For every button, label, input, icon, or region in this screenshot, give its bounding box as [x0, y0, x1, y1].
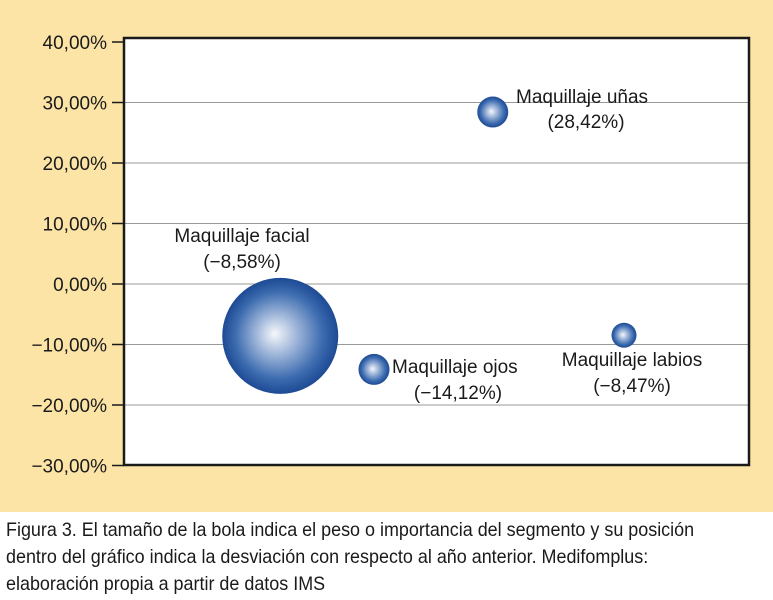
bubble-maquillaje-labios	[611, 322, 637, 348]
y-tick-label: −30,00%	[31, 457, 107, 478]
bubble-name-label: Maquillaje uñas	[516, 87, 648, 108]
bubble-value-label: (−8,47%)	[593, 376, 671, 397]
bubble-value-label: (−14,12%)	[414, 383, 502, 404]
bubble-name-label: Maquillaje facial	[174, 226, 309, 247]
bubble-name-label: Maquillaje ojos	[392, 357, 518, 378]
y-tick-label: 0,00%	[53, 275, 107, 296]
caption-line-1: Figura 3. El tamaño de la bola indica el…	[6, 519, 695, 541]
caption-line-2: dentro del gráfico indica la desviación …	[6, 546, 649, 568]
y-tick-label: 30,00%	[43, 94, 108, 115]
caption-line-3: elaboración propia a partir de datos IMS	[6, 573, 326, 595]
plot-area	[124, 38, 749, 465]
y-tick-label: −20,00%	[31, 396, 107, 417]
bubble-maquillaje-ojos	[358, 353, 390, 385]
figure-panel: 40,00% 30,00% 20,00% 10,00% 0,00% −10,00% −20,…	[0, 0, 773, 512]
bubble-maquillaje-uñas	[477, 96, 509, 128]
y-tick-label: −10,00%	[31, 336, 107, 357]
y-tick-label: 40,00%	[43, 33, 108, 54]
y-tick-label: 20,00%	[43, 154, 108, 175]
y-tick-label: 10,00%	[43, 215, 108, 236]
bubble-maquillaje-facial	[222, 277, 339, 394]
bubble-value-label: (28,42%)	[547, 112, 624, 133]
figure-caption: Figura 3. El tamaño de la bola indica el…	[6, 517, 707, 598]
bubble-chart: 40,00% 30,00% 20,00% 10,00% 0,00% −10,00% −20,…	[31, 33, 751, 478]
bubble-value-label: (−8,58%)	[203, 252, 281, 273]
bubble-name-label: Maquillaje labios	[562, 350, 702, 371]
